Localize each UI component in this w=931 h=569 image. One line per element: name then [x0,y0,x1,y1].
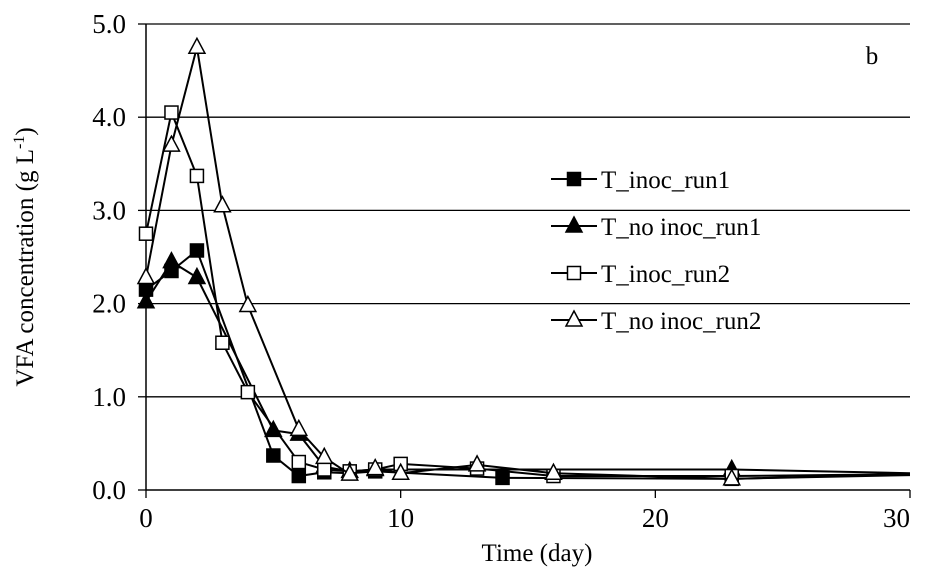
legend-marker [566,171,582,187]
data-point [495,470,510,486]
y-tick-label: 4.0 [92,102,126,132]
x-tick-label: 30 [883,503,910,533]
y-tick-label: 3.0 [92,195,126,225]
y-tick-label: 5.0 [92,9,126,39]
data-point [136,266,156,285]
y-tick-label: 2.0 [92,289,126,319]
data-point [291,468,307,484]
legend-label: T_inoc_run1 [601,167,730,194]
series-0 [138,243,911,487]
data-point [467,454,487,472]
data-point [189,243,205,258]
data-point [266,448,281,463]
series-line [145,248,911,480]
legend-item-2: T_inoc_run2 [551,261,730,288]
x-tick-label: 0 [139,503,153,533]
legend-marker [564,309,584,327]
legend-marker [566,265,582,281]
data-point [291,454,307,470]
legend-marker [564,215,584,233]
series-layer [136,36,911,487]
legend: T_inoc_run1 T_no inoc_run1 T_inoc_run2 T_no… [551,167,761,335]
series-line [145,260,911,475]
axes [138,23,911,498]
data-point [136,291,156,309]
data-point [189,168,205,184]
y-axis-title-sup: -1 [11,136,28,149]
y-axis-title-close: ) [12,127,39,135]
data-point [213,195,232,213]
y-tick-label: 0.0 [92,475,126,505]
legend-item-3: T_no inoc_run2 [551,308,761,335]
data-point [391,462,410,480]
data-point [162,134,181,152]
data-point [162,251,181,269]
y-axis-title: VFA concentration (g L-1) [11,127,39,386]
data-point [240,384,256,400]
data-point [215,335,230,350]
data-point [164,105,179,120]
legend-item-0: T_inoc_run1 [551,167,730,194]
data-point [317,462,332,477]
data-point [315,446,334,465]
data-point [138,226,154,241]
data-point [187,36,207,55]
series-3 [136,36,911,486]
legend-item-1: T_no inoc_run1 [551,214,761,241]
series-line [145,47,911,480]
y-tick-label: 1.0 [92,382,126,412]
x-tick-label: 20 [642,503,669,533]
series-line [145,109,911,478]
data-point [340,463,359,481]
data-point [289,418,309,437]
legend-label: T_no inoc_run2 [601,308,761,335]
tick-labels: 0.0 1.0 2.0 3.0 4.0 5.0 0 10 20 30 [92,9,910,533]
data-point [722,468,741,486]
legend-label: T_inoc_run2 [601,261,730,288]
series-1 [136,251,911,479]
data-point [544,462,563,480]
data-point [238,294,258,313]
legend-label: T_no inoc_run1 [601,214,761,241]
grid-lines [146,23,910,398]
x-axis-title: Time (day) [482,540,593,567]
panel-label: b [866,43,879,70]
y-axis-title-main: VFA concentration (g L [12,149,39,387]
series-2 [138,105,911,484]
x-tick-label: 10 [387,503,414,533]
data-point [365,457,385,476]
data-point [187,266,207,285]
